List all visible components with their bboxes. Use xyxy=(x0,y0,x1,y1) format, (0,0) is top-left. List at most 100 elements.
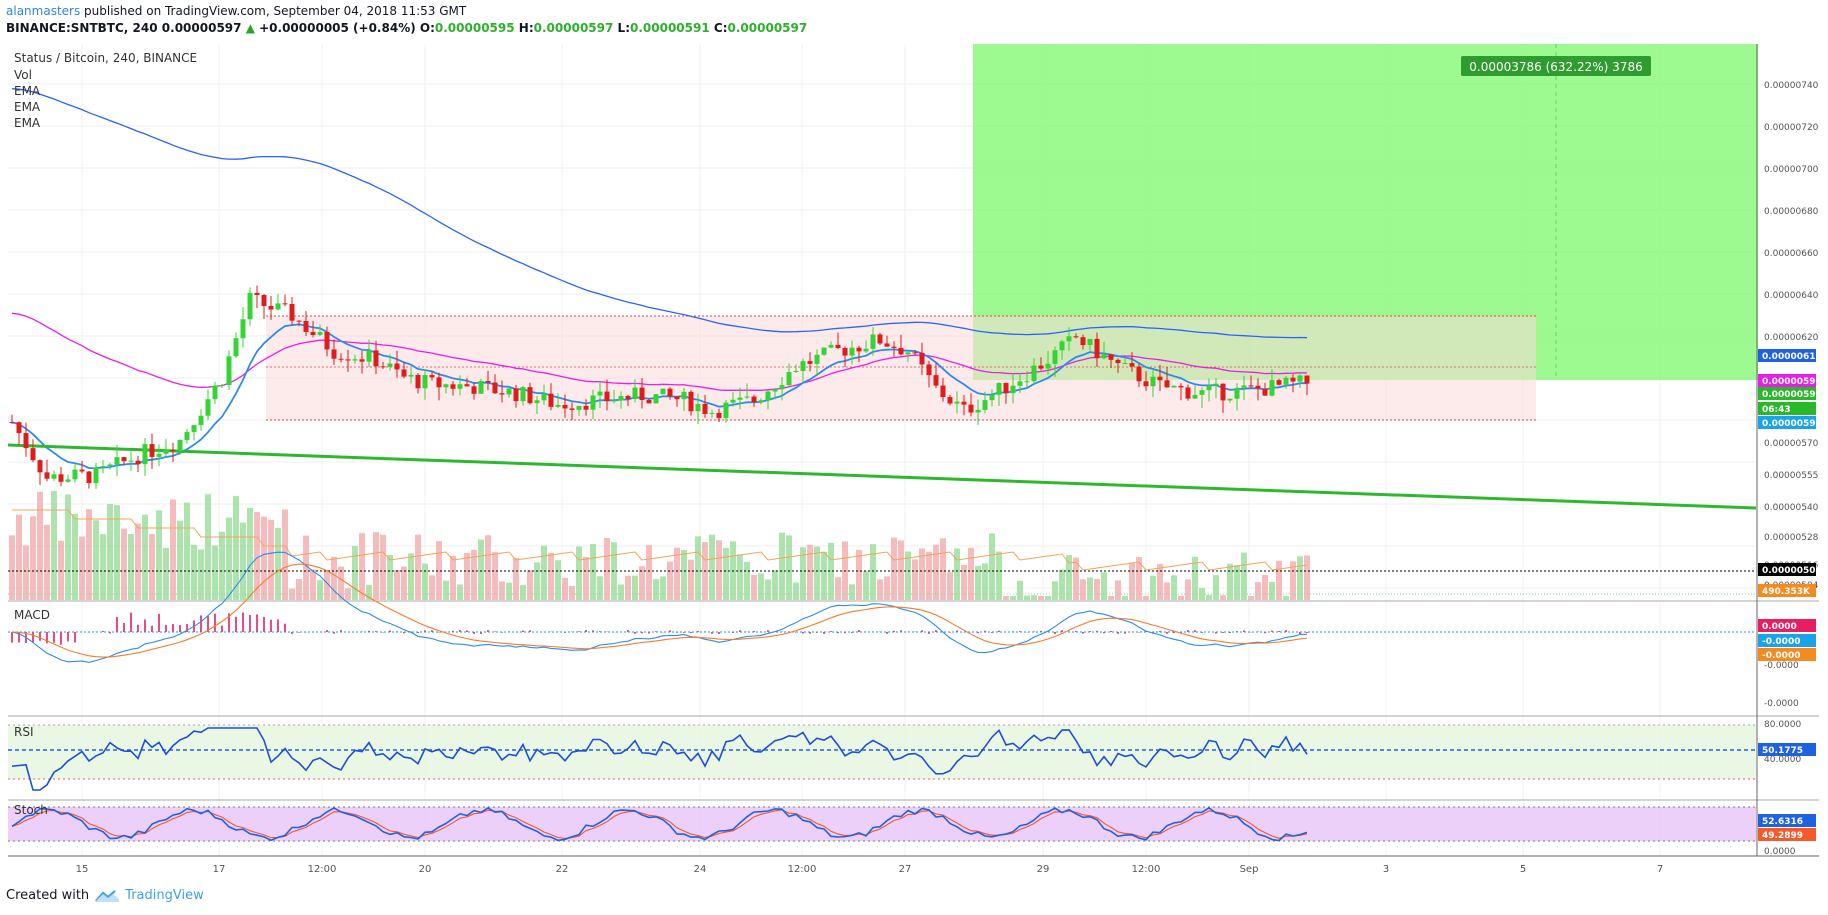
candle-body[interactable] xyxy=(779,385,785,390)
candle-body[interactable] xyxy=(247,292,253,320)
candle-body[interactable] xyxy=(877,334,883,344)
candle-body[interactable] xyxy=(1213,383,1219,386)
candle-body[interactable] xyxy=(394,363,400,370)
candle-body[interactable] xyxy=(233,338,239,357)
candle-body[interactable] xyxy=(72,469,78,480)
candle-body[interactable] xyxy=(254,292,260,295)
candle-body[interactable] xyxy=(926,364,932,376)
candle-body[interactable] xyxy=(681,391,687,400)
candle-body[interactable] xyxy=(1038,365,1044,369)
candle-body[interactable] xyxy=(625,396,631,400)
candle-body[interactable] xyxy=(338,358,344,360)
candle-body[interactable] xyxy=(296,320,302,322)
candle-body[interactable] xyxy=(744,396,750,398)
candle-body[interactable] xyxy=(30,448,36,461)
candle-body[interactable] xyxy=(205,399,211,416)
candle-body[interactable] xyxy=(989,394,995,401)
candle-body[interactable] xyxy=(947,397,953,404)
legend-vol[interactable]: Vol xyxy=(14,68,32,82)
candle-body[interactable] xyxy=(1010,385,1016,394)
candle-body[interactable] xyxy=(919,352,925,365)
candle-body[interactable] xyxy=(1087,338,1093,346)
candle-body[interactable] xyxy=(968,404,974,413)
candle-body[interactable] xyxy=(800,361,806,371)
stoch-pane-label[interactable]: Stoch xyxy=(14,803,48,817)
legend-ema[interactable]: EMA xyxy=(14,84,41,98)
candle-body[interactable] xyxy=(541,393,547,401)
candle-body[interactable] xyxy=(184,432,190,440)
candle-body[interactable] xyxy=(1290,377,1296,382)
candle-body[interactable] xyxy=(632,387,638,400)
candle-body[interactable] xyxy=(569,408,575,410)
candle-body[interactable] xyxy=(1024,381,1030,383)
candle-body[interactable] xyxy=(996,382,1002,395)
candle-body[interactable] xyxy=(1003,382,1009,394)
candle-body[interactable] xyxy=(562,404,568,409)
candle-body[interactable] xyxy=(982,400,988,410)
candle-body[interactable] xyxy=(191,425,197,433)
candle-body[interactable] xyxy=(870,334,876,349)
candle-body[interactable] xyxy=(51,474,57,479)
candle-body[interactable] xyxy=(289,304,295,321)
candle-body[interactable] xyxy=(975,409,981,413)
candle-body[interactable] xyxy=(912,352,918,354)
candle-body[interactable] xyxy=(548,393,554,407)
candle-body[interactable] xyxy=(933,375,939,386)
candle-body[interactable] xyxy=(128,460,134,462)
candle-body[interactable] xyxy=(44,472,50,479)
tradingview-link[interactable]: TradingView xyxy=(125,888,204,903)
candle-body[interactable] xyxy=(961,401,967,405)
candle-body[interactable] xyxy=(1164,380,1170,388)
candle-body[interactable] xyxy=(709,412,715,414)
candle-body[interactable] xyxy=(765,391,771,401)
candle-body[interactable] xyxy=(1255,385,1261,389)
candle-body[interactable] xyxy=(121,457,127,462)
candle-body[interactable] xyxy=(520,387,526,402)
candle-body[interactable] xyxy=(226,356,232,386)
candle-body[interactable] xyxy=(1283,377,1289,385)
candle-body[interactable] xyxy=(450,384,456,389)
candle-body[interactable] xyxy=(611,400,617,402)
candle-body[interactable] xyxy=(786,372,792,386)
legend-ema[interactable]: EMA xyxy=(14,116,41,130)
candle-body[interactable] xyxy=(842,347,848,356)
candle-body[interactable] xyxy=(751,396,757,403)
candle-body[interactable] xyxy=(212,385,218,400)
candle-body[interactable] xyxy=(373,350,379,367)
candle-body[interactable] xyxy=(156,453,162,457)
candle-body[interactable] xyxy=(415,374,421,389)
candle-body[interactable] xyxy=(1192,394,1198,399)
candle-body[interactable] xyxy=(828,344,834,348)
candle-body[interactable] xyxy=(401,369,407,377)
candle-body[interactable] xyxy=(177,439,183,451)
candle-body[interactable] xyxy=(527,387,533,404)
candle-body[interactable] xyxy=(436,377,442,388)
candle-body[interactable] xyxy=(618,396,624,401)
candle-body[interactable] xyxy=(1017,381,1023,386)
candle-body[interactable] xyxy=(737,397,743,400)
candle-body[interactable] xyxy=(79,469,85,472)
candle-body[interactable] xyxy=(1150,376,1156,387)
candle-body[interactable] xyxy=(772,389,778,392)
candle-body[interactable] xyxy=(716,412,722,418)
candle-body[interactable] xyxy=(576,405,582,410)
candle-body[interactable] xyxy=(1045,363,1051,369)
candle-body[interactable] xyxy=(317,332,323,335)
candle-body[interactable] xyxy=(471,386,477,394)
candle-body[interactable] xyxy=(604,391,610,402)
range-zone[interactable] xyxy=(266,316,1536,420)
candle-body[interactable] xyxy=(758,400,764,403)
candle-body[interactable] xyxy=(1248,385,1254,387)
candle-body[interactable] xyxy=(93,467,99,484)
candle-body[interactable] xyxy=(380,366,386,368)
candle-body[interactable] xyxy=(849,347,855,356)
candle-body[interactable] xyxy=(590,395,596,410)
candle-body[interactable] xyxy=(100,466,106,468)
candle-body[interactable] xyxy=(1227,398,1233,401)
candle-body[interactable] xyxy=(114,457,120,465)
candle-body[interactable] xyxy=(268,306,274,310)
candle-body[interactable] xyxy=(1122,363,1128,365)
candle-body[interactable] xyxy=(23,433,29,449)
candle-body[interactable] xyxy=(107,464,113,467)
candle-body[interactable] xyxy=(37,460,43,473)
